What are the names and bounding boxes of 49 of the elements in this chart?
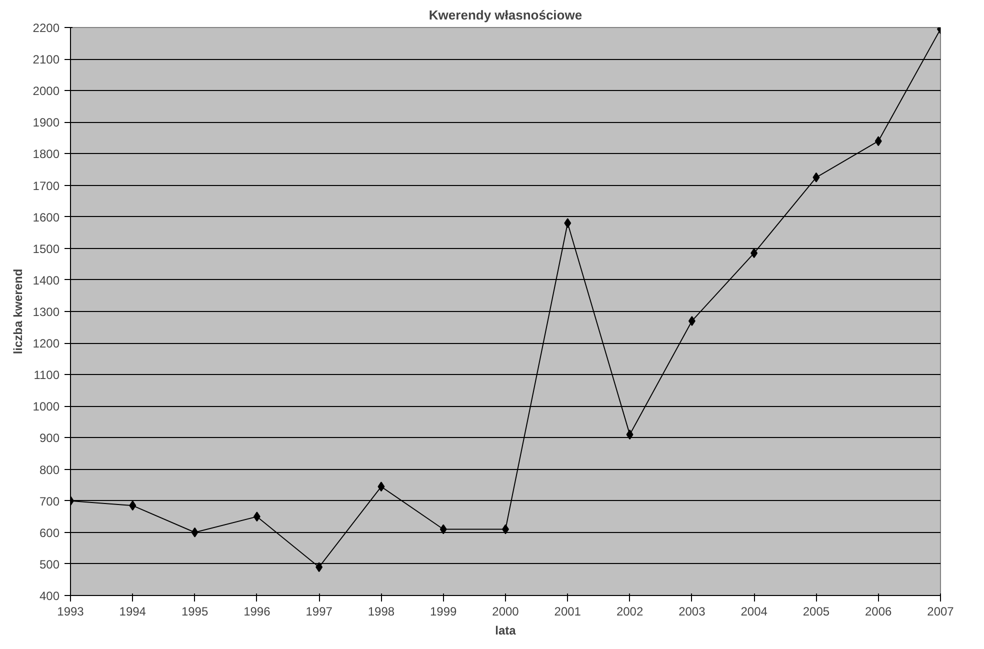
x-tick-label: 1999 (430, 604, 458, 618)
point (812, 172, 820, 182)
y-tick-label: 1800 (32, 147, 60, 162)
x-tick-label: 1995 (181, 604, 208, 618)
x-axis-title: lata (495, 624, 516, 638)
y-axis-title: liczba kwerend (10, 268, 25, 354)
point (316, 562, 323, 572)
x-tick-label: 2007 (927, 604, 954, 618)
y-tick-label: 2200 (32, 21, 60, 35)
point (378, 482, 385, 492)
chart-title: Kwerendy własnościowe (428, 8, 582, 22)
point (688, 316, 696, 326)
point (874, 136, 882, 146)
x-tick-label: 1996 (244, 604, 271, 618)
x-tick-label: 1998 (368, 604, 395, 618)
y-tick-label: 1900 (32, 116, 60, 130)
y-tick-label: 1200 (32, 336, 60, 351)
y-tick-label: 500 (39, 557, 60, 572)
point (253, 512, 260, 522)
x-tick-label: 2000 (492, 604, 520, 618)
x-tick-label: 2002 (616, 604, 644, 618)
y-tick-label: 2000 (32, 84, 60, 98)
y-tick-label: 1300 (32, 305, 60, 319)
y-tick-label: 2100 (32, 52, 60, 67)
y-tick-label: 400 (39, 589, 60, 603)
point (626, 430, 634, 440)
y-tick-label: 1000 (32, 400, 60, 414)
y-tick-label: 700 (39, 494, 60, 508)
y-tick-label: 1600 (32, 210, 60, 224)
x-tick-label: 2003 (678, 604, 706, 618)
x-tick-label: 2001 (554, 604, 582, 618)
y-tick-label: 900 (39, 431, 60, 446)
point (191, 527, 198, 538)
y-tick-label: 1700 (32, 178, 60, 193)
point (440, 524, 447, 534)
x-tick-label: 2004 (740, 604, 768, 618)
x-tick-label: 1993 (57, 604, 84, 618)
x-tick-label: 2005 (802, 604, 830, 618)
point (129, 500, 136, 511)
x-tick-label: 1997 (306, 604, 333, 618)
y-tick-label: 600 (39, 526, 60, 540)
y-tick-label: 1500 (32, 242, 60, 256)
y-tick-label: 1400 (32, 273, 60, 288)
x-tick-label: 1994 (119, 604, 146, 618)
point (750, 248, 758, 258)
y-tick-label: 1100 (34, 368, 60, 382)
x-tick-label: 2006 (865, 604, 892, 618)
point (564, 218, 572, 228)
y-tick-label: 800 (39, 462, 60, 477)
